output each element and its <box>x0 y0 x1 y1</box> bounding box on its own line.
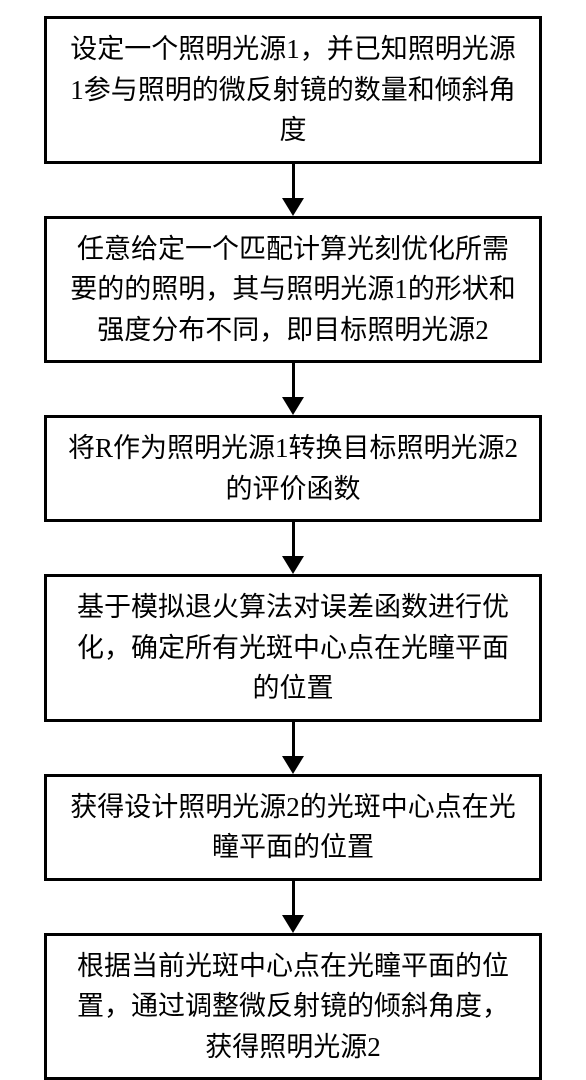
arrow-line <box>292 164 295 198</box>
arrow-head-icon <box>282 198 304 216</box>
flow-node-3: 将R作为照明光源1转换目标照明光源2的评价函数 <box>44 415 542 522</box>
arrow-head-icon <box>282 915 304 933</box>
flow-arrow-2 <box>282 363 304 415</box>
flow-node-6: 根据当前光斑中心点在光瞳平面的位置，通过调整微反射镜的倾斜角度，获得照明光源2 <box>44 933 542 1080</box>
arrow-line <box>292 522 295 556</box>
flow-node-2: 任意给定一个匹配计算光刻优化所需要的的照明，其与照明光源1的形状和强度分布不同，… <box>44 216 542 364</box>
flowchart-container: 设定一个照明光源1，并已知照明光源1参与照明的微反射镜的数量和倾斜角度 任意给定… <box>0 0 586 1080</box>
arrow-head-icon <box>282 756 304 774</box>
flow-node-4: 基于模拟退火算法对误差函数进行优化，确定所有光斑中心点在光瞳平面的位置 <box>44 574 542 722</box>
arrow-line <box>292 363 295 397</box>
flow-arrow-5 <box>282 881 304 933</box>
arrow-line <box>292 722 295 756</box>
flow-arrow-1 <box>282 164 304 216</box>
flow-node-1: 设定一个照明光源1，并已知照明光源1参与照明的微反射镜的数量和倾斜角度 <box>44 16 542 164</box>
flow-node-5: 获得设计照明光源2的光斑中心点在光瞳平面的位置 <box>44 774 542 881</box>
arrow-line <box>292 881 295 915</box>
arrow-head-icon <box>282 556 304 574</box>
arrow-head-icon <box>282 397 304 415</box>
flow-arrow-4 <box>282 722 304 774</box>
flow-arrow-3 <box>282 522 304 574</box>
